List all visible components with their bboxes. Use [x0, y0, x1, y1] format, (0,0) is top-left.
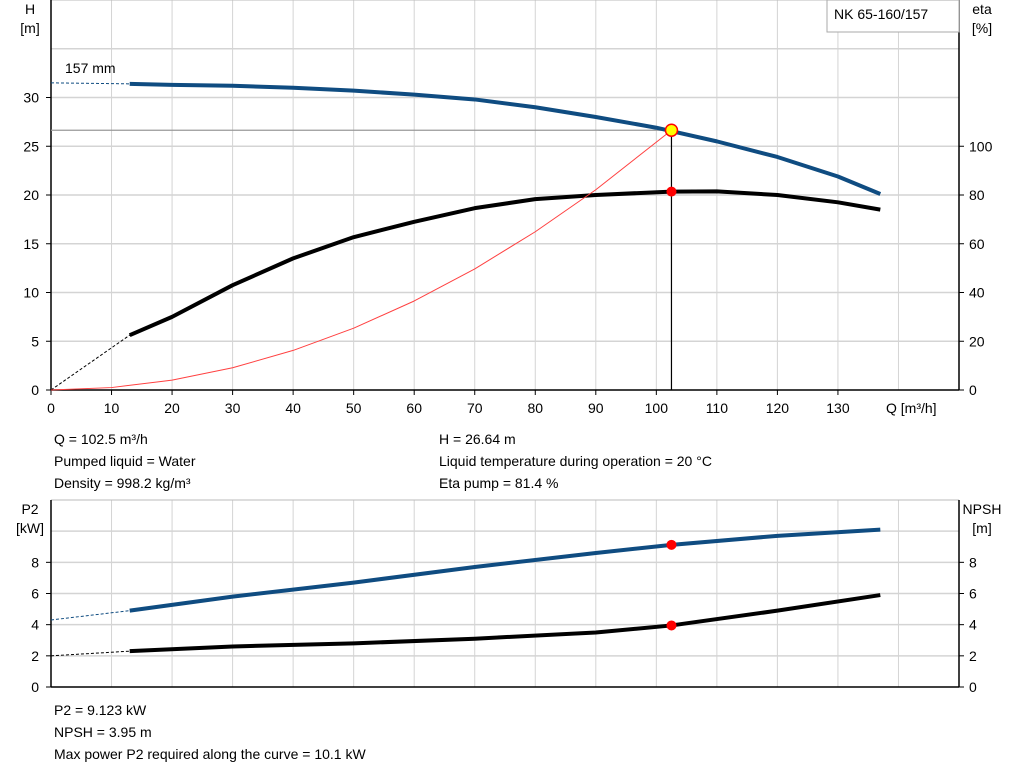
right-axis-unit: [%]	[972, 20, 992, 36]
left-tick-label: 4	[31, 617, 39, 633]
right-tick-label: 40	[969, 285, 985, 301]
info-q: Q = 102.5 m³/h	[54, 431, 148, 447]
x-tick-label: 0	[47, 400, 55, 416]
left-tick-label: 20	[23, 187, 39, 203]
efficiency-operating-point	[666, 186, 677, 197]
left-tick-label: 15	[23, 236, 39, 252]
x-tick-label: 70	[467, 400, 483, 416]
system-curve-curve	[50, 129, 672, 391]
model-label: NK 65-160/157	[834, 6, 928, 22]
efficiency-curve	[128, 189, 881, 337]
x-tick-label: 130	[826, 400, 850, 416]
left-tick-label: 30	[23, 90, 39, 106]
right-tick-label: 8	[969, 554, 977, 570]
left-tick-label: 8	[31, 554, 39, 570]
left-tick-label: 6	[31, 586, 39, 602]
x-tick-label: 50	[346, 400, 362, 416]
impeller-label: 157 mm	[65, 60, 116, 76]
x-tick-label: 20	[164, 400, 180, 416]
info-liquid: Pumped liquid = Water	[54, 453, 196, 469]
right-tick-label: 2	[969, 648, 977, 664]
right-tick-label: 20	[969, 333, 985, 349]
left-axis-unit: [kW]	[16, 520, 44, 536]
left-axis-unit: [m]	[20, 20, 39, 36]
npsh-extrapolated-line	[50, 650, 130, 657]
right-tick-label: 6	[969, 586, 977, 602]
left-tick-label: 25	[23, 138, 39, 154]
left-tick-label: 10	[23, 285, 39, 301]
info-h: H = 26.64 m	[439, 431, 516, 447]
right-axis-unit: [m]	[972, 520, 991, 536]
x-tick-label: 80	[527, 400, 543, 416]
x-tick-label: 30	[225, 400, 241, 416]
p2-curve	[129, 527, 881, 613]
info-density: Density = 998.2 kg/m³	[54, 475, 191, 491]
info-max-power: Max power P2 required along the curve = …	[54, 746, 366, 762]
x-tick-label: 40	[285, 400, 301, 416]
info-p2: P2 = 9.123 kW	[54, 702, 147, 718]
info-npsh: NPSH = 3.95 m	[54, 724, 152, 740]
left-axis-label: H	[25, 1, 35, 17]
npsh-curve	[129, 593, 881, 654]
left-tick-label: 2	[31, 648, 39, 664]
left-tick-label: 5	[31, 333, 39, 349]
model-label-box	[826, 0, 960, 33]
right-tick-label: 60	[969, 236, 985, 252]
info-temperature: Liquid temperature during operation = 20…	[439, 453, 712, 469]
x-tick-label: 110	[706, 400, 729, 416]
x-tick-label: 90	[588, 400, 604, 416]
info-eta: Eta pump = 81.4 %	[439, 475, 559, 491]
head-operating-point	[664, 123, 679, 138]
left-tick-label: 0	[31, 382, 39, 398]
npsh-operating-point	[666, 620, 677, 631]
head-extrapolated-line	[50, 82, 130, 85]
p2-extrapolated-line	[50, 610, 130, 621]
right-axis-label: NPSH	[963, 501, 1002, 517]
head-curve	[129, 81, 882, 196]
right-tick-label: 0	[969, 382, 977, 398]
x-tick-label: 100	[645, 400, 669, 416]
left-tick-label: 0	[31, 679, 39, 695]
x-tick-label: 10	[104, 400, 120, 416]
right-tick-label: 4	[969, 617, 977, 633]
x-tick-label: 60	[406, 400, 422, 416]
right-tick-label: 0	[969, 679, 977, 695]
p2-operating-point	[666, 539, 677, 550]
right-axis-label: eta	[972, 1, 992, 17]
left-axis-label: P2	[21, 501, 38, 517]
x-tick-label: 120	[766, 400, 790, 416]
efficiency-extrapolated-line	[50, 334, 130, 391]
x-axis-label: Q [m³/h]	[886, 400, 937, 416]
right-tick-label: 80	[969, 187, 985, 203]
right-tick-label: 100	[969, 138, 993, 154]
